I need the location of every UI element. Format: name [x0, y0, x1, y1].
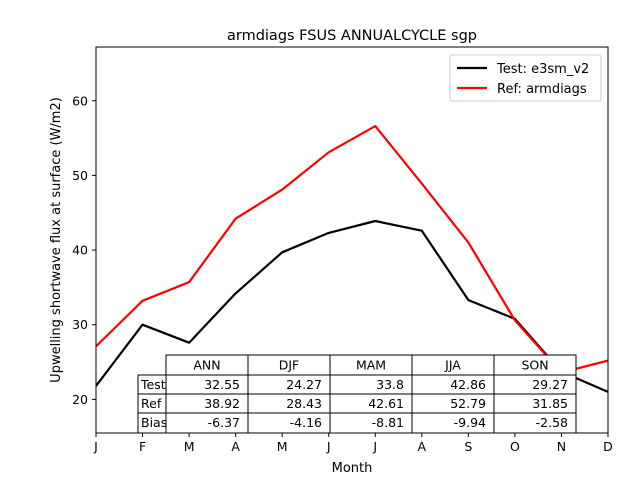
- x-axis-label: Month: [332, 461, 373, 476]
- x-tick-label: M: [184, 439, 195, 454]
- table-row-label: Test: [140, 377, 166, 392]
- table-cell-value: -6.37: [208, 415, 240, 430]
- table-cell-value: 28.43: [286, 396, 322, 411]
- table-cell-value: 38.92: [204, 396, 240, 411]
- legend-label-test: Test: e3sm_v2: [496, 62, 589, 77]
- table-cell-value: -4.16: [290, 415, 322, 430]
- y-tick-label: 40: [72, 243, 88, 258]
- table-cell-value: 24.27: [286, 377, 322, 392]
- table-cell-value: 42.86: [450, 377, 486, 392]
- plot-frame: [95, 46, 609, 434]
- table-cell-value: 52.79: [450, 396, 486, 411]
- legend: Test: e3sm_v2 Ref: armdiags: [449, 54, 602, 102]
- y-axis: 20 30 40 50 60: [72, 93, 96, 407]
- x-tick-label: A: [418, 439, 427, 454]
- chart-title: armdiags FSUS ANNUALCYCLE sgp: [227, 28, 477, 44]
- table-header-label: SON: [521, 358, 548, 373]
- table-cell-value: -2.58: [536, 415, 568, 430]
- x-tick-label: J: [93, 439, 98, 454]
- table-cell-value: -8.81: [372, 415, 404, 430]
- stats-table: ANN DJF MAM JJA SON Test 32.55 24.27 33.8 42.86 29…: [137, 354, 577, 433]
- x-tick-label: J: [372, 439, 377, 454]
- x-tick-label: J: [326, 439, 331, 454]
- x-tick-label: F: [139, 439, 146, 454]
- table-header-label: MAM: [356, 358, 386, 373]
- x-tick-label: A: [231, 439, 240, 454]
- x-tick-label: D: [603, 439, 613, 454]
- table-cell-value: 31.85: [532, 396, 568, 411]
- y-tick-label: 50: [72, 168, 88, 183]
- x-tick-label: M: [277, 439, 288, 454]
- legend-frame: [449, 54, 602, 102]
- x-tick-label: S: [464, 439, 472, 454]
- table-cell-value: -9.94: [454, 415, 486, 430]
- table-cell-value: 42.61: [368, 396, 404, 411]
- legend-label-ref: Ref: armdiags: [497, 82, 587, 97]
- y-tick-label: 20: [72, 392, 88, 407]
- table-cell-value: 29.27: [532, 377, 568, 392]
- y-axis-label: Upwelling shortwave flux at surface (W/m…: [49, 97, 64, 383]
- series-line-1: [96, 124, 608, 374]
- series-layer: [96, 124, 608, 393]
- table-header-label: JJA: [444, 358, 461, 373]
- table-header-label: ANN: [193, 358, 220, 373]
- table-cell-value: 33.8: [376, 377, 404, 392]
- table-cell: [493, 412, 577, 433]
- y-tick-label: 30: [72, 317, 88, 332]
- table-header-label: DJF: [279, 358, 300, 373]
- x-tick-label: N: [557, 439, 566, 454]
- table-cell-value: 32.55: [204, 377, 240, 392]
- table-row-label: Ref: [141, 396, 162, 411]
- x-tick-label: O: [510, 439, 520, 454]
- table-row-label: Bias: [141, 415, 167, 430]
- y-tick-label: 60: [72, 93, 88, 108]
